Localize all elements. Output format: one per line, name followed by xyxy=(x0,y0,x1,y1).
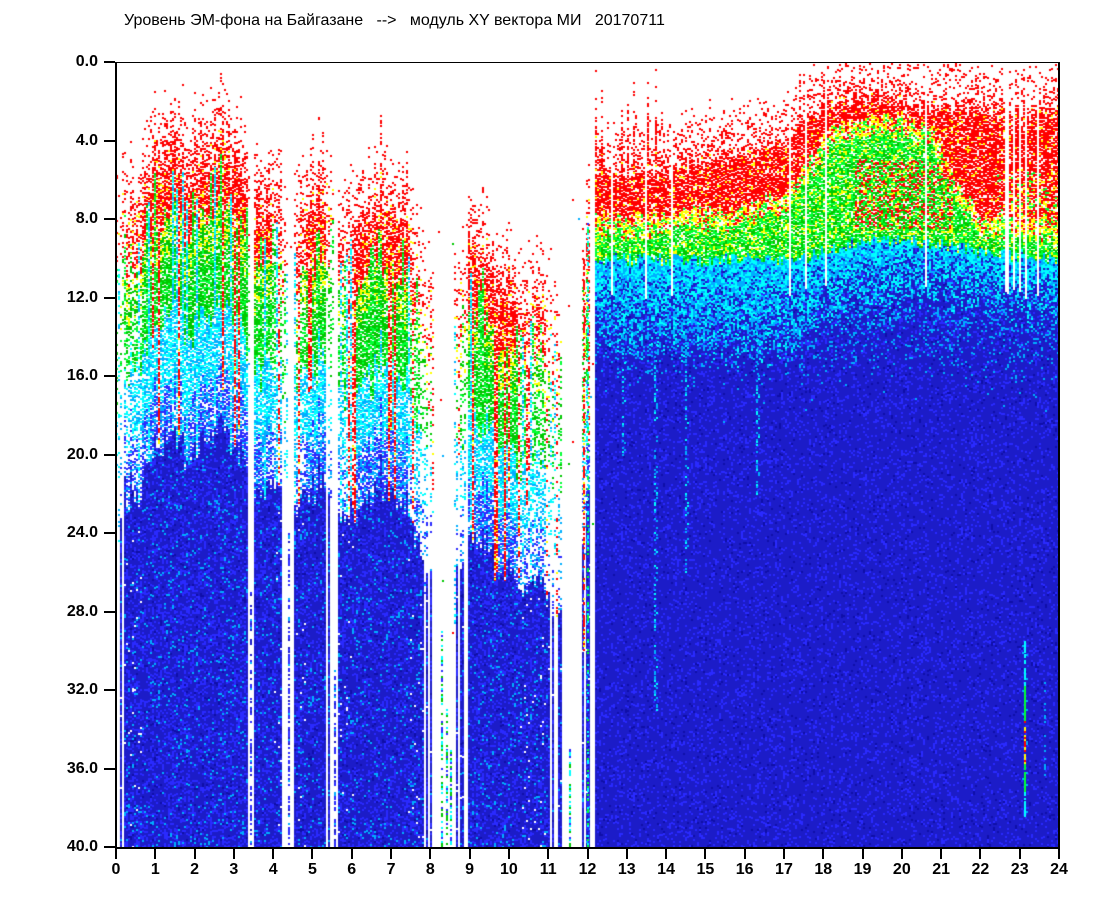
x-tick xyxy=(468,849,471,859)
x-tick xyxy=(979,849,982,859)
x-tick xyxy=(940,849,943,859)
x-tick-label: 23 xyxy=(1010,861,1029,878)
x-tick-label: 21 xyxy=(932,861,951,878)
x-tick xyxy=(1058,849,1060,859)
y-tick-label: 16.0 xyxy=(66,367,98,384)
x-tick-label: 7 xyxy=(386,861,396,878)
x-tick-label: 17 xyxy=(775,861,793,878)
y-tick-label: 28.0 xyxy=(66,602,98,620)
x-tick xyxy=(665,849,668,859)
x-tick xyxy=(782,849,785,859)
y-tick xyxy=(104,689,115,691)
y-tick xyxy=(104,532,115,534)
x-tick-label: 20 xyxy=(892,861,911,878)
y-tick xyxy=(104,375,115,377)
x-tick xyxy=(193,849,196,859)
x-tick-label: 1 xyxy=(150,861,160,878)
x-tick xyxy=(704,849,707,859)
y-tick xyxy=(104,139,115,142)
y-tick-label: 36.0 xyxy=(66,759,98,777)
x-tick-label: 11 xyxy=(539,861,557,878)
x-tick-label: 15 xyxy=(696,861,715,878)
x-tick-label: 10 xyxy=(500,861,518,878)
x-tick-label: 13 xyxy=(617,861,636,878)
x-tick xyxy=(625,849,628,859)
x-tick-label: 16 xyxy=(735,861,754,878)
y-tick xyxy=(104,610,115,613)
x-tick xyxy=(547,849,550,859)
chart-title: Уровень ЭМ-фона на Байгазане --> модуль … xyxy=(124,12,665,29)
x-tick xyxy=(586,849,589,859)
x-tick-label: 22 xyxy=(971,861,990,878)
x-tick xyxy=(822,849,825,859)
y-tick xyxy=(104,296,115,299)
spectrogram-canvas xyxy=(116,63,1059,847)
y-tick xyxy=(104,767,115,770)
x-tick xyxy=(507,849,510,859)
x-tick xyxy=(154,849,157,859)
y-tick-label: 24.0 xyxy=(66,524,98,541)
y-tick-label: 32.0 xyxy=(66,681,98,698)
x-tick xyxy=(350,849,353,859)
y-tick-label: 4.0 xyxy=(75,131,98,149)
x-tick-label: 3 xyxy=(229,861,239,878)
y-tick-label: 8.0 xyxy=(75,210,98,227)
y-tick-label: 40.0 xyxy=(66,838,98,855)
x-tick-label: 6 xyxy=(347,861,357,878)
x-tick-label: 4 xyxy=(268,861,278,878)
y-tick xyxy=(104,61,115,63)
x-tick xyxy=(232,849,235,859)
x-tick-label: 14 xyxy=(657,861,675,878)
x-tick-label: 19 xyxy=(853,861,872,878)
x-tick xyxy=(311,849,314,859)
x-tick-label: 8 xyxy=(425,861,435,878)
y-tick-label: 20.0 xyxy=(66,445,98,463)
x-tick-label: 12 xyxy=(578,861,597,878)
y-tick xyxy=(104,846,115,848)
y-tick-label: 0.0 xyxy=(75,53,98,70)
x-tick-label: 24 xyxy=(1050,861,1068,878)
x-tick xyxy=(272,849,275,859)
x-tick-label: 5 xyxy=(308,861,317,878)
x-tick xyxy=(390,849,393,859)
x-tick xyxy=(429,849,432,859)
x-tick xyxy=(743,849,746,859)
x-tick xyxy=(861,849,864,859)
x-tick-label: 18 xyxy=(814,861,833,878)
y-tick-label: 12.0 xyxy=(66,288,98,306)
x-tick xyxy=(115,849,117,859)
x-tick-label: 9 xyxy=(465,861,475,878)
x-tick xyxy=(900,849,903,859)
x-tick-label: 2 xyxy=(190,861,200,878)
y-tick xyxy=(104,453,115,456)
y-tick xyxy=(104,218,115,220)
x-tick xyxy=(1018,849,1021,859)
x-tick-label: 0 xyxy=(111,861,121,878)
